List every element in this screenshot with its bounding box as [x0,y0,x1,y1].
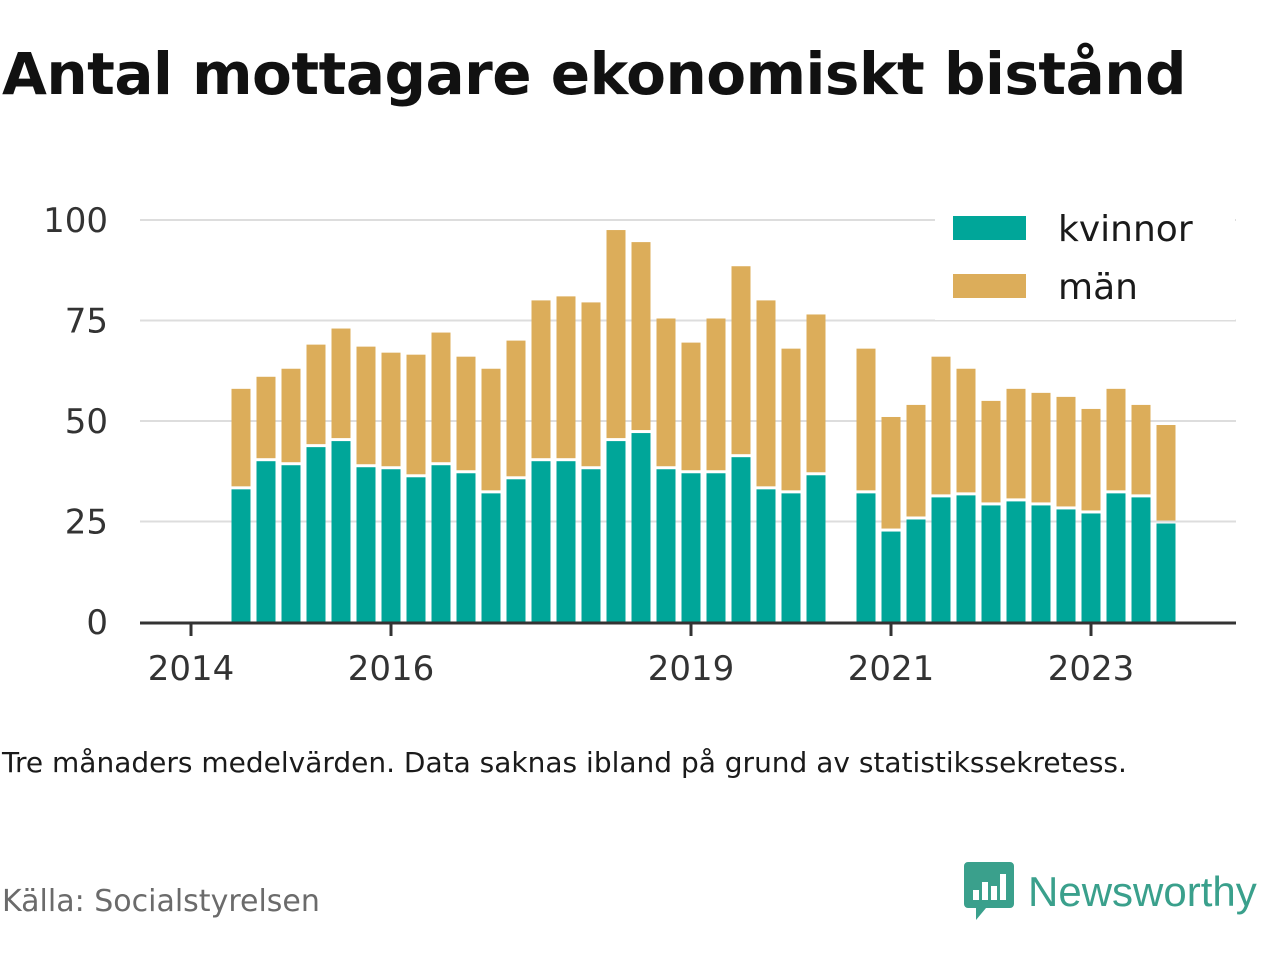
bar-man [1106,388,1126,491]
legend: kvinnor män [935,200,1235,320]
bar-kvinnor [331,441,351,622]
bar-man [781,348,801,491]
bar-man [406,354,426,475]
newsworthy-logo-icon [964,862,1014,920]
bar-kvinnor [731,457,751,622]
bar-man [556,296,576,459]
bar-kvinnor [381,469,401,622]
bar-man [631,242,651,431]
source-label: Källa: Socialstyrelsen [2,884,320,919]
legend-swatch [953,216,1026,240]
bar-man [1081,408,1101,511]
bar-kvinnor [656,469,676,622]
bar-kvinnor [431,465,451,622]
bar-man [1156,425,1176,521]
bar-kvinnor [606,441,626,622]
bar-man [1006,388,1026,499]
bar-man [356,346,376,465]
bar-kvinnor [781,493,801,622]
bar-man [1131,404,1151,495]
bar-kvinnor [981,505,1001,622]
bar-man [681,342,701,471]
y-tick-label: 50 [65,402,108,442]
stacked-bar-chart: 0 25 50 75 100 2014 2016 2019 2021 2023 kvinnor mä… [43,200,1236,689]
bar-kvinnor [1131,497,1151,622]
bar-kvinnor [556,461,576,622]
bar-man [981,400,1001,503]
bar-man [231,388,251,487]
newsworthy-brand[interactable]: Newsworthy [964,862,1257,922]
legend-label: män [1058,267,1138,308]
bar-man [281,368,301,463]
bar-kvinnor [531,461,551,622]
bar-man [856,348,876,491]
bar-kvinnor [681,473,701,622]
chart-note: Tre månaders medelvärden. Data saknas ib… [2,746,1127,779]
bar-man [331,328,351,439]
bar-kvinnor [481,493,501,622]
chart-title: Antal mottagare ekonomiskt bistånd [2,40,1187,108]
bar-kvinnor [456,473,476,622]
bar-man [456,356,476,471]
bar-kvinnor [881,531,901,622]
bars [231,230,1176,622]
y-tick-label: 25 [65,503,108,543]
bar-kvinnor [231,489,251,622]
bar-man [606,230,626,439]
legend-swatch [953,274,1026,298]
bar-kvinnor [306,447,326,622]
brand-name: Newsworthy [1028,868,1257,915]
bar-man [1031,392,1051,503]
bar-kvinnor [1031,505,1051,622]
bar-kvinnor [756,489,776,622]
bar-kvinnor [931,497,951,622]
bar-man [381,352,401,467]
bar-kvinnor [581,469,601,622]
bar-kvinnor [856,493,876,622]
bar-kvinnor [956,495,976,622]
y-tick-label: 100 [43,201,108,241]
bar-kvinnor [506,479,526,622]
bar-kvinnor [806,475,826,622]
bar-kvinnor [1156,523,1176,622]
bar-man [306,344,326,445]
bar-man [656,318,676,467]
axes: 0 25 50 75 100 2014 2016 2019 2021 2023 [43,201,1236,689]
bar-kvinnor [906,519,926,622]
bar-man [806,314,826,473]
y-tick-label: 75 [65,302,108,342]
bar-kvinnor [356,467,376,622]
y-tick-label: 0 [86,603,108,643]
bar-man [756,300,776,487]
bar-kvinnor [631,433,651,622]
bar-man [706,318,726,471]
bar-man [506,340,526,477]
x-tick-label: 2016 [348,649,435,689]
x-tick-label: 2023 [1048,649,1135,689]
bar-kvinnor [1081,513,1101,622]
bar-man [881,416,901,529]
bar-man [931,356,951,495]
bar-man [256,376,276,459]
bar-man [906,404,926,517]
x-tick-label: 2014 [148,649,235,689]
bar-kvinnor [1006,501,1026,622]
bar-man [531,300,551,459]
bar-man [956,368,976,493]
bar-kvinnor [706,473,726,622]
bar-man [731,266,751,455]
x-tick-label: 2019 [648,649,735,689]
bar-kvinnor [1056,509,1076,622]
bar-man [1056,396,1076,507]
bar-kvinnor [281,465,301,622]
bar-man [431,332,451,463]
bar-man [581,302,601,467]
bar-kvinnor [256,461,276,622]
x-tick-label: 2021 [848,649,935,689]
bar-man [481,368,501,491]
bar-kvinnor [406,477,426,622]
bar-kvinnor [1106,493,1126,622]
legend-label: kvinnor [1058,209,1193,250]
